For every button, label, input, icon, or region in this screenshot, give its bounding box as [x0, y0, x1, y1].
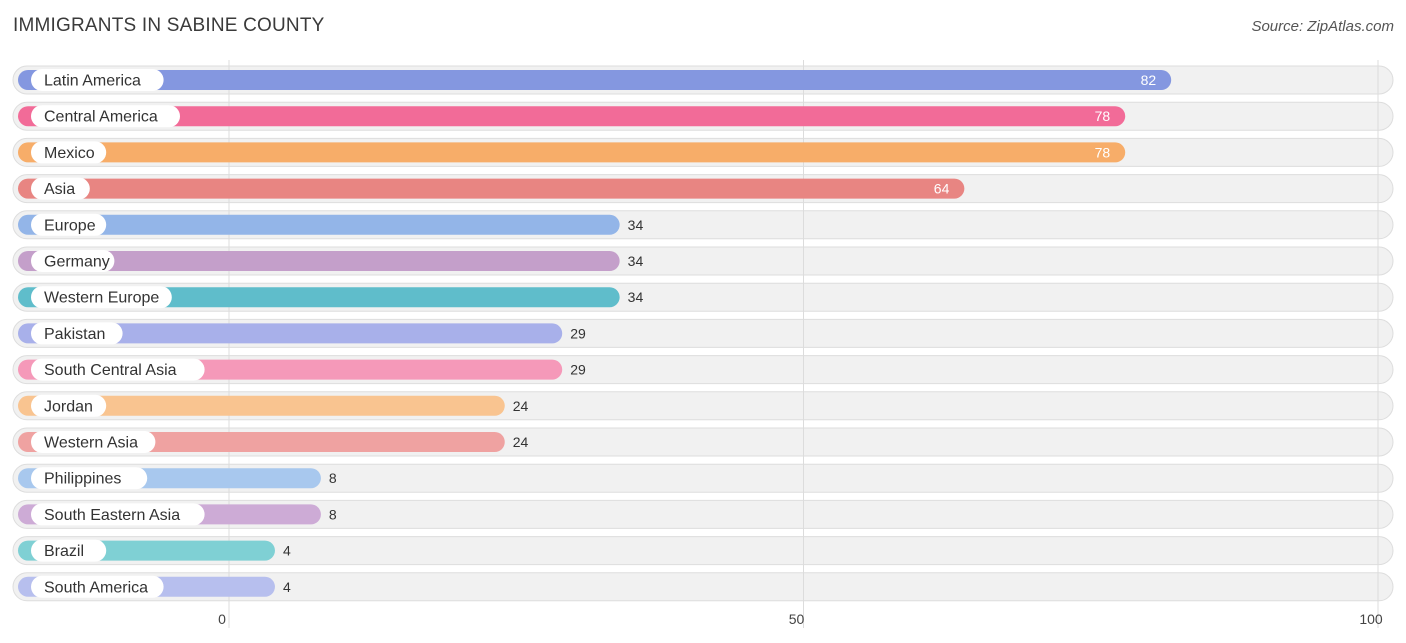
row-background [12, 499, 1394, 529]
value-label: 34 [628, 217, 644, 233]
category-label: South Central Asia [44, 362, 177, 379]
bar [18, 178, 965, 199]
category-label-pill [31, 431, 156, 453]
chart-title: IMMIGRANTS IN SABINE COUNTY [13, 15, 325, 36]
x-tick-label: 50 [789, 611, 805, 627]
bar-group: Asia 64 [18, 177, 965, 200]
value-label: 78 [1095, 108, 1111, 124]
category-label: Asia [44, 181, 75, 198]
category-label: Pakistan [44, 326, 105, 343]
category-label-pill [31, 322, 123, 345]
bar-group: South Eastern Asia 8 [18, 503, 337, 526]
category-label-pill [31, 467, 148, 490]
value-label: 64 [934, 181, 950, 197]
x-axis-ticks: 0 50 100 [218, 611, 1383, 627]
category-label: South Eastern Asia [44, 507, 180, 524]
bar-group: Latin America 82 [18, 69, 1172, 91]
value-label: 29 [570, 362, 586, 378]
x-tick-label: 100 [1359, 611, 1383, 627]
bar-group: Pakistan 29 [18, 322, 586, 345]
bar [18, 70, 1172, 90]
bar-group: Europe 34 [18, 213, 644, 236]
category-label: Western Europe [44, 290, 159, 307]
category-label-pill [31, 286, 172, 309]
bar-group: South America 4 [18, 575, 291, 598]
category-label: Jordan [44, 398, 93, 415]
value-label: 4 [283, 579, 291, 595]
category-label-pill [31, 213, 107, 236]
value-label: 29 [570, 325, 586, 341]
category-label: Philippines [44, 471, 121, 488]
category-label: Germany [44, 254, 110, 271]
value-label: 24 [513, 434, 529, 450]
value-label: 8 [329, 470, 337, 486]
bar-group: Jordan 24 [18, 394, 529, 417]
value-label: 34 [628, 289, 644, 305]
category-label: South America [44, 579, 148, 596]
bar-group: South Central Asia 29 [18, 358, 586, 381]
category-label-pill [31, 177, 90, 200]
category-label-pill [31, 141, 107, 164]
row-background [12, 463, 1394, 493]
category-label: Europe [44, 217, 96, 234]
bar [18, 323, 563, 344]
value-label: 82 [1141, 72, 1157, 88]
bar [18, 214, 620, 235]
category-label: Western Asia [44, 435, 138, 452]
bars: Latin America 82 Central America 78 Mexico 78… [18, 69, 1172, 598]
value-label: 4 [283, 543, 291, 559]
row-background [12, 536, 1394, 566]
bar [18, 395, 505, 416]
category-label-pill [31, 575, 164, 598]
category-label-pill [31, 250, 115, 272]
bar [18, 142, 1126, 163]
bar-group: Central America 78 [18, 105, 1126, 128]
value-label: 24 [513, 398, 529, 414]
category-label: Mexico [44, 145, 95, 162]
value-label: 34 [628, 253, 644, 269]
chart-source: Source: ZipAtlas.com [1251, 18, 1394, 35]
bar-group: Philippines 8 [18, 467, 337, 490]
row-background [12, 572, 1394, 602]
bar-group: Mexico 78 [18, 141, 1126, 164]
bar-group: Western Europe 34 [18, 286, 644, 309]
category-label-pill [31, 394, 107, 417]
category-label-pill [31, 69, 164, 91]
category-label: Central America [44, 109, 158, 126]
value-label: 8 [329, 506, 337, 522]
category-label: Brazil [44, 543, 84, 560]
bar [18, 251, 620, 271]
bar [18, 106, 1126, 127]
bar-group: Brazil 4 [18, 539, 291, 562]
category-label-pill [31, 105, 180, 128]
category-label-pill [31, 539, 107, 562]
x-tick-label: 0 [218, 611, 226, 627]
category-label: Latin America [44, 73, 141, 90]
bar-group: Germany 34 [18, 250, 643, 272]
category-label-pill [31, 358, 205, 381]
bar-group: Western Asia 24 [18, 431, 529, 453]
value-label: 78 [1095, 144, 1111, 160]
category-label-pill [31, 503, 205, 526]
